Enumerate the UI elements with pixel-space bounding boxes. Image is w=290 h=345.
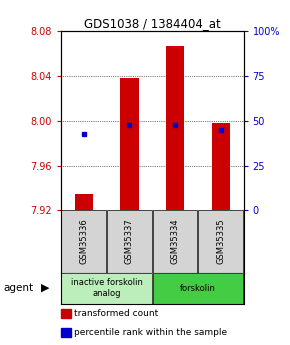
- Text: percentile rank within the sample: percentile rank within the sample: [74, 328, 227, 337]
- Text: agent: agent: [3, 283, 33, 293]
- Title: GDS1038 / 1384404_at: GDS1038 / 1384404_at: [84, 17, 221, 30]
- Bar: [61, 210, 106, 273]
- Bar: [107, 210, 152, 273]
- Text: transformed count: transformed count: [74, 309, 158, 318]
- Text: ▶: ▶: [41, 283, 49, 293]
- Text: GSM35334: GSM35334: [171, 219, 180, 264]
- Text: inactive forskolin
analog: inactive forskolin analog: [71, 278, 142, 298]
- Bar: [153, 210, 197, 273]
- Text: GSM35335: GSM35335: [216, 219, 225, 264]
- Text: GSM35336: GSM35336: [79, 219, 88, 264]
- Bar: [198, 210, 243, 273]
- Text: forskolin: forskolin: [180, 284, 216, 293]
- Bar: [75, 194, 93, 210]
- Bar: [153, 273, 243, 304]
- Bar: [212, 123, 230, 210]
- Bar: [166, 46, 184, 210]
- Text: GSM35337: GSM35337: [125, 219, 134, 264]
- Bar: [61, 273, 152, 304]
- Bar: [120, 78, 139, 210]
